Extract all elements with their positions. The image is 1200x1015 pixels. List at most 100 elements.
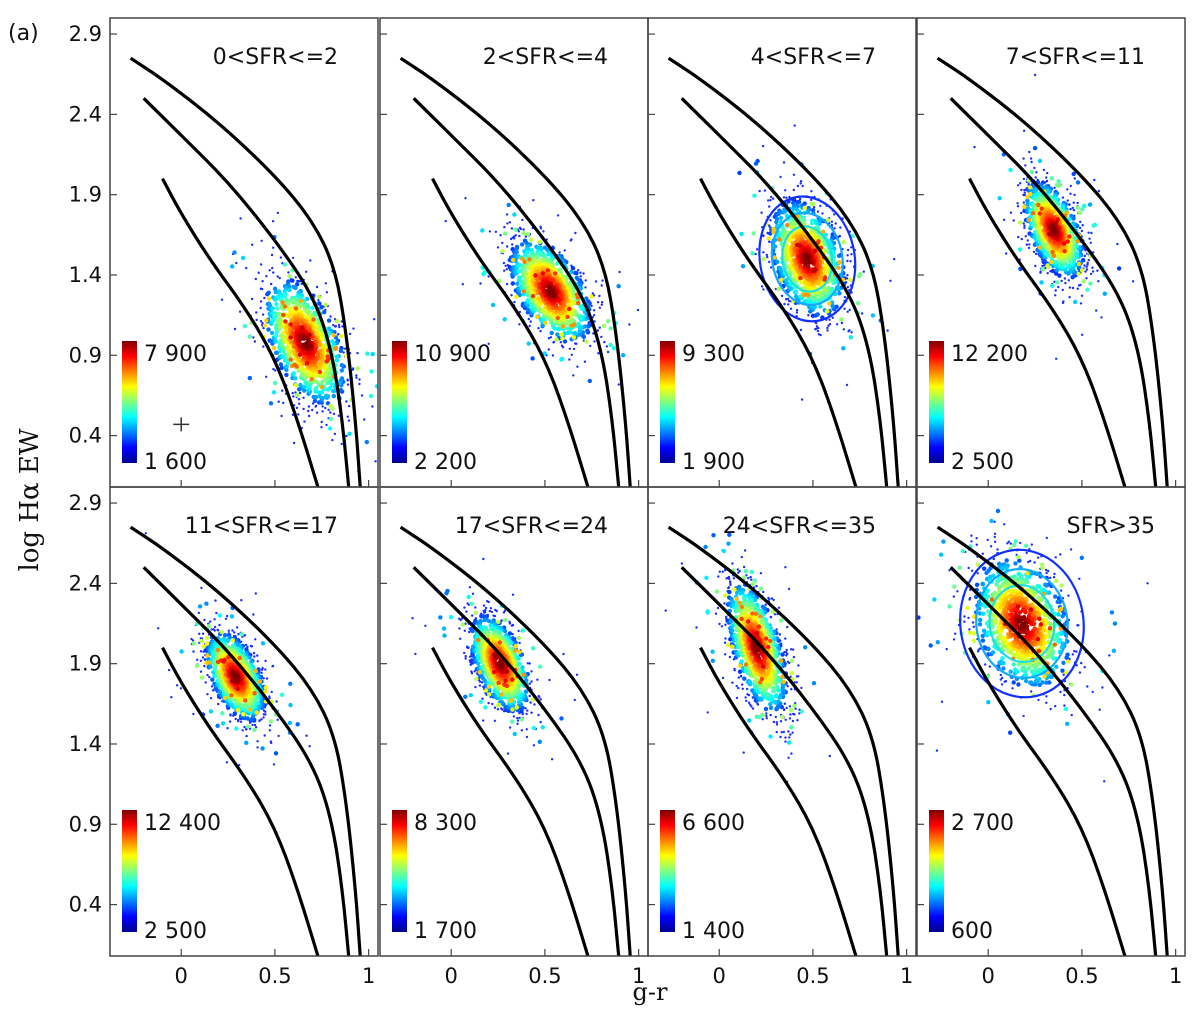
data-point [228,720,232,723]
data-point [849,260,852,263]
data-point [214,599,217,602]
panel-plot-area [936,56,1169,487]
data-point [331,333,336,338]
data-point [570,266,576,271]
data-point [517,230,520,233]
data-point [355,376,358,379]
data-point [295,406,299,410]
data-point [826,326,829,330]
data-point [259,320,263,323]
data-point [1041,264,1044,268]
y-tick-label: 0.9 [69,343,102,367]
data-point [1022,201,1025,204]
data-point [1071,171,1076,177]
data-point [518,323,521,326]
data-point [1068,203,1071,206]
data-point [752,193,757,198]
data-point [321,410,324,413]
data-point [270,253,274,257]
data-point [815,325,819,328]
data-point [213,625,217,629]
data-point [778,215,784,221]
data-point [760,211,763,214]
data-point [233,631,236,634]
data-point [304,361,310,366]
data-point [807,260,812,265]
data-point [601,323,607,329]
data-point [295,392,300,398]
data-point [220,721,226,726]
data-point [830,223,834,227]
data-point [496,246,500,249]
data-point [298,382,303,388]
data-point [268,695,271,698]
data-point [846,259,849,263]
data-point [598,294,601,298]
data-point [278,362,284,367]
data-point [335,318,340,324]
data-point [279,365,284,371]
data-point [592,314,596,317]
data-point [326,326,332,331]
data-point [540,271,546,276]
data-point [1053,280,1056,283]
data-point [816,210,820,213]
data-point [277,400,280,403]
data-point [1068,296,1071,299]
data-point [556,214,560,217]
data-point [821,212,824,215]
data-point [317,301,322,306]
data-point [1026,239,1030,242]
data-point [1046,272,1049,275]
data-point [297,398,301,401]
data-point [793,289,798,294]
data-point [302,350,308,355]
data-point [1085,268,1089,271]
data-point [1076,201,1079,205]
data-point [294,391,297,394]
data-point [211,689,215,692]
data-point [997,196,1002,201]
data-point [272,286,278,291]
data-point [577,328,582,334]
data-point [224,617,228,620]
data-point [273,289,278,295]
data-point [229,713,232,716]
model-curve-middle [142,97,351,487]
data-point [850,331,853,334]
data-point [356,351,359,355]
data-point [334,354,340,359]
data-point [1039,206,1045,211]
data-point [305,337,311,343]
data-point [793,124,796,127]
data-point [1087,258,1091,262]
data-point [1046,171,1049,175]
data-point [767,199,770,202]
data-point [1082,203,1087,209]
data-point [253,655,256,658]
data-point [271,266,274,270]
data-point [826,329,829,332]
data-point [222,633,228,638]
data-point [1079,268,1085,273]
data-point [295,293,300,299]
data-point [1066,199,1069,202]
data-point [464,197,467,200]
data-point [233,327,237,331]
data-point [262,323,268,328]
data-point [522,228,525,231]
data-point [260,746,265,751]
data-point [1064,210,1070,215]
data-point [209,697,213,700]
data-point [513,237,516,240]
data-point [1028,150,1031,154]
data-point [209,620,212,623]
data-point [256,746,259,749]
data-point [238,310,242,313]
data-point [774,219,779,225]
data-point [1023,224,1026,227]
y-tick-label: 2.9 [69,22,102,46]
data-point [1008,167,1013,173]
data-point [282,294,288,299]
data-point [278,276,281,280]
